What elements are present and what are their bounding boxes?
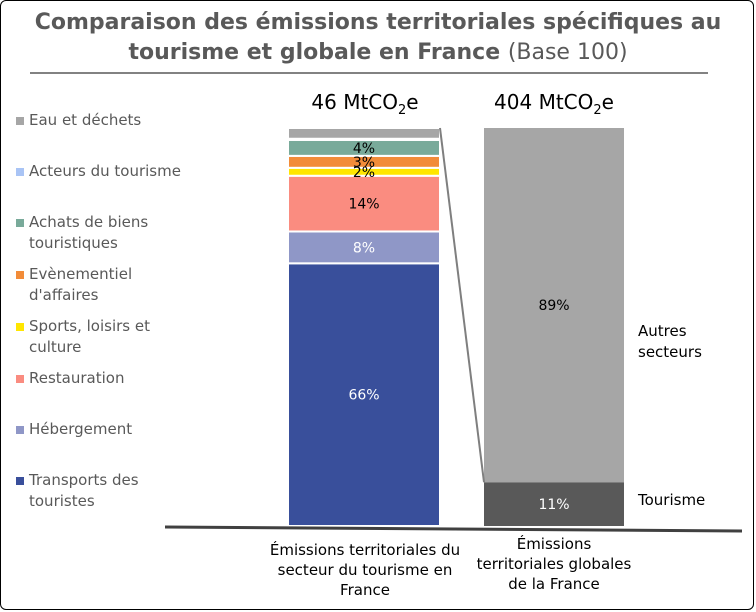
legend-swatch: [16, 168, 24, 176]
legend-swatch: [16, 375, 24, 383]
legend-label: Achats de biens touristiques: [29, 213, 149, 252]
total-label-tourism: 46 MtCO2e: [311, 90, 419, 118]
legend-label: Evènementiel d'affaires: [29, 265, 133, 304]
legend-swatch: [16, 117, 24, 125]
data-label: 11%: [538, 497, 569, 513]
bar-segment: [484, 482, 624, 526]
legend-swatch: [16, 219, 24, 227]
category-label-global: Émissions territoriales globales de la F…: [476, 535, 632, 593]
legend-item: Restauration: [16, 368, 191, 389]
legend-item: Evènementiel d'affaires: [16, 264, 191, 306]
legend-label: Restauration: [29, 369, 125, 387]
legend-label: Acteurs du tourisme: [29, 162, 181, 180]
data-label: 8%: [353, 240, 375, 256]
chart-title-base: (Base 100): [507, 40, 628, 65]
connector-line: [439, 127, 485, 483]
bar-segment: [287, 230, 441, 265]
chart-title: Comparaison des émissions territoriales …: [20, 8, 736, 68]
legend-swatch: [16, 323, 24, 331]
bar-segment: [287, 262, 441, 527]
data-label: 89%: [538, 298, 569, 314]
legend-label: Hébergement: [29, 420, 133, 438]
data-label: 66%: [348, 388, 379, 404]
legend-label: Eau et déchets: [29, 111, 142, 129]
bar-segment: [287, 127, 441, 140]
legend-label: Sports, loisirs et culture: [29, 317, 150, 356]
total-label-global: 404 MtCO2e: [494, 90, 614, 118]
legend-item: Achats de biens touristiques: [16, 212, 191, 254]
category-label-tourism: Émissions territoriales du secteur du to…: [269, 541, 461, 599]
data-label: 3%: [353, 155, 375, 171]
legend-item: Hébergement: [16, 419, 191, 440]
legend-item: Acteurs du tourisme: [16, 161, 191, 182]
legend-item: Transports des touristes: [16, 470, 191, 512]
side-label-autres: Autres secteurs: [638, 322, 702, 361]
data-label: 4%: [353, 141, 375, 157]
chart-title-main: Comparaison des émissions territoriales …: [34, 10, 722, 65]
legend-swatch: [16, 426, 24, 434]
legend-swatch: [16, 271, 24, 279]
bar-segment: [484, 128, 624, 483]
data-label: 2%: [353, 165, 375, 181]
x-axis-baseline: [164, 525, 743, 533]
data-label: 14%: [348, 197, 379, 213]
legend-item: Eau et déchets: [16, 110, 191, 131]
legend-swatch: [16, 477, 24, 485]
legend-label: Transports des touristes: [29, 471, 139, 510]
side-label-tourisme: Tourisme: [638, 491, 706, 509]
legend-item: Sports, loisirs et culture: [16, 316, 191, 358]
